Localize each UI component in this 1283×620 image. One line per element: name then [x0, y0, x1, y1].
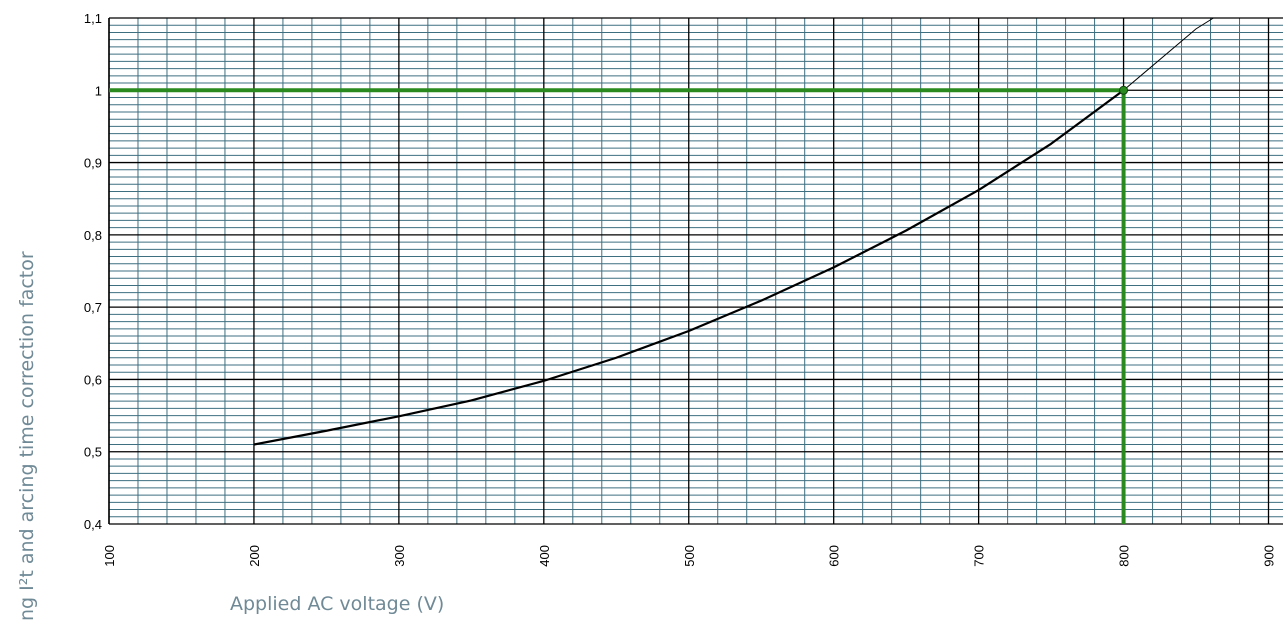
x-tick-label: 200 — [247, 545, 262, 567]
x-axis-label: Applied AC voltage (V) — [230, 593, 444, 615]
y-tick-label: 0,6 — [84, 372, 102, 387]
x-tick-label: 400 — [537, 545, 552, 567]
minor-grid — [109, 18, 1283, 524]
y-tick-label: 0,7 — [84, 300, 102, 315]
x-tick-label: 700 — [972, 545, 987, 567]
y-tick-label: 0,9 — [84, 156, 102, 171]
x-tick-label: 300 — [392, 545, 407, 567]
correction-factor-curve — [253, 89, 1125, 446]
highlight-point — [1119, 85, 1129, 95]
y-tick-label: 0,4 — [84, 517, 102, 532]
x-tick-label: 100 — [102, 545, 117, 567]
curves — [109, 17, 1214, 524]
y-tick-label: 1 — [95, 83, 102, 98]
x-tick-label: 600 — [827, 545, 842, 567]
y-tick-label: 0,8 — [84, 228, 102, 243]
x-tick-labels: 100 200 300 400 500 600 700 800 900 — [102, 545, 1277, 567]
x-tick-label: 800 — [1117, 545, 1132, 567]
y-tick-label: 1,1 — [84, 11, 102, 26]
x-tick-label: 900 — [1262, 545, 1277, 567]
y-tick-label: 0,5 — [84, 445, 102, 460]
correction-factor-curve-extension — [1123, 17, 1214, 91]
x-tick-label: 500 — [682, 545, 697, 567]
y-tick-labels: 0,4 0,5 0,6 0,7 0,8 0,9 1 1,1 — [84, 11, 102, 532]
y-axis-label: ng I²t and arcing time correction factor — [16, 251, 38, 620]
